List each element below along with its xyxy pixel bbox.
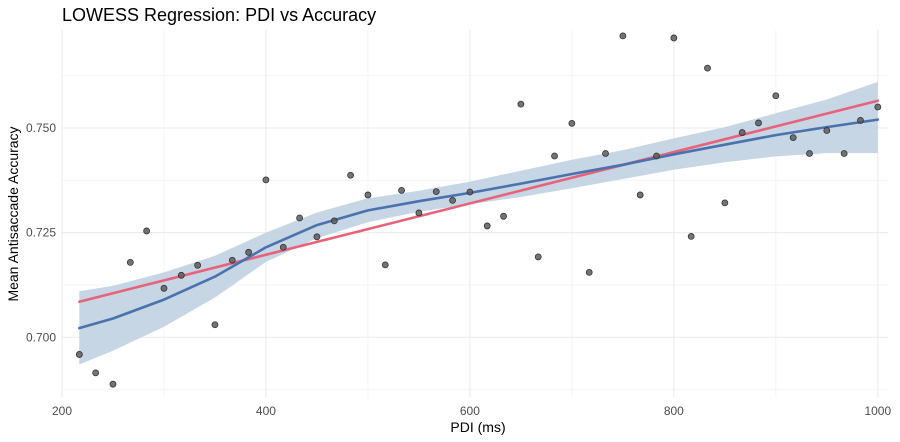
data-point <box>92 369 100 377</box>
data-point <box>364 191 372 199</box>
data-point <box>823 127 831 134</box>
y-tick-label: 0.700 <box>26 330 56 344</box>
data-point <box>704 64 711 72</box>
data-point <box>347 171 354 179</box>
data-point <box>279 243 287 251</box>
data-point <box>398 186 405 194</box>
data-point <box>432 188 440 196</box>
data-point <box>789 134 797 141</box>
data-point <box>619 32 627 40</box>
data-point <box>840 150 848 157</box>
data-point <box>194 261 202 269</box>
data-point <box>772 92 780 100</box>
data-point <box>517 100 525 108</box>
x-axis-title: PDI (ms) <box>450 419 505 435</box>
data-point <box>670 34 678 42</box>
data-point <box>738 129 746 136</box>
data-point <box>296 214 304 222</box>
y-tick-label: 0.750 <box>26 121 56 135</box>
scatter-points-layer <box>75 32 882 388</box>
data-point <box>262 176 270 184</box>
x-tick-label: 400 <box>256 404 276 418</box>
data-point <box>857 117 864 124</box>
y-tick-label: 0.725 <box>26 226 56 240</box>
data-point <box>211 321 219 329</box>
data-point <box>806 150 813 157</box>
data-point <box>551 152 558 160</box>
data-point <box>449 196 456 204</box>
data-point <box>534 253 542 261</box>
x-tick-label: 1000 <box>864 404 891 418</box>
data-point <box>109 380 117 388</box>
data-point <box>568 119 576 127</box>
data-point <box>466 188 474 196</box>
data-point <box>126 258 134 266</box>
chart-title: LOWESS Regression: PDI vs Accuracy <box>62 5 376 25</box>
data-point <box>228 256 236 264</box>
data-point <box>381 261 389 269</box>
data-point <box>874 103 882 111</box>
data-point <box>755 119 762 127</box>
data-point <box>721 199 729 207</box>
data-point <box>500 212 507 220</box>
data-point <box>636 191 644 199</box>
data-point <box>313 233 321 241</box>
data-point <box>160 284 168 292</box>
linear-fit-line <box>78 99 880 304</box>
tick-labels-layer: 200 400 600 800 1000 0.700 0.725 0.750 <box>26 121 892 418</box>
data-point <box>483 222 491 230</box>
data-point <box>143 227 151 235</box>
y-axis-title: Mean Antisaccade Accuracy <box>5 126 21 301</box>
data-point <box>177 271 185 279</box>
data-point <box>585 269 593 276</box>
data-point <box>415 209 423 217</box>
data-point <box>75 351 83 358</box>
data-point <box>330 217 338 225</box>
data-point <box>687 232 695 240</box>
data-point <box>653 152 660 160</box>
x-tick-label: 800 <box>664 404 684 418</box>
data-point <box>245 248 253 256</box>
data-point <box>602 150 609 157</box>
x-tick-label: 200 <box>52 404 72 418</box>
grid <box>61 30 888 398</box>
x-tick-label: 600 <box>460 404 480 418</box>
